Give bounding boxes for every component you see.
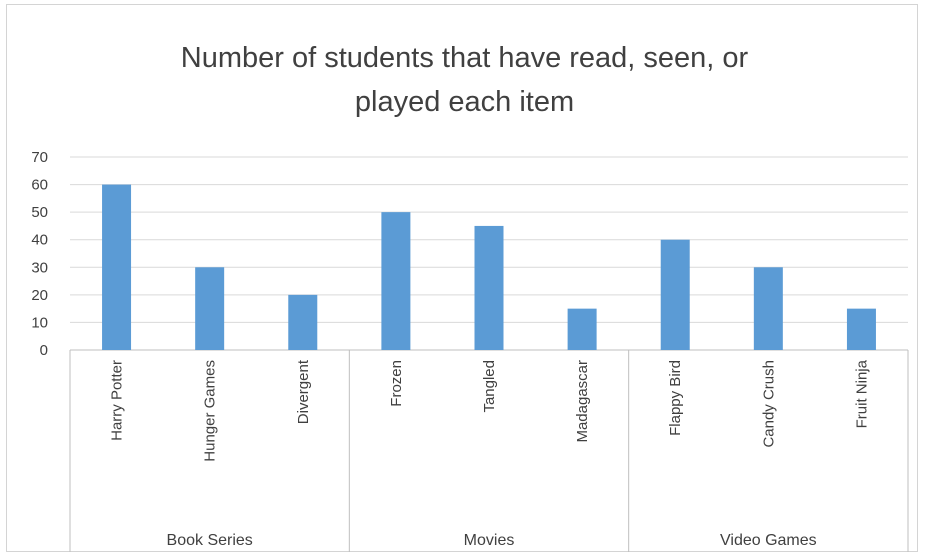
bar — [567, 308, 597, 350]
y-tick-label: 30 — [31, 259, 48, 276]
bar — [753, 267, 783, 350]
chart-title-line-2: played each item — [354, 86, 575, 118]
x-category-label: Madagascar — [574, 360, 591, 443]
x-category-label: Hunger Games — [202, 360, 219, 462]
group-label: Movies — [464, 532, 515, 549]
x-category-label: Fruit Ninja — [853, 359, 870, 428]
bar — [381, 212, 411, 350]
y-tick-label: 60 — [31, 177, 48, 194]
y-tick-label: 10 — [31, 314, 48, 331]
x-category-label: Tangled — [481, 360, 498, 413]
y-tick-label: 0 — [40, 342, 48, 359]
bar — [846, 308, 876, 350]
x-category-label: Flappy Bird — [667, 360, 684, 436]
bar — [102, 184, 132, 350]
chart-title-line-1: Number of students that have read, seen,… — [180, 42, 749, 74]
x-category-label: Harry Potter — [109, 360, 126, 441]
group-label: Book Series — [167, 532, 253, 549]
group-label: Video Games — [720, 532, 817, 549]
y-tick-label: 40 — [31, 232, 48, 249]
bar — [660, 239, 690, 350]
chart-title: Number of students that have read, seen,… — [0, 36, 929, 124]
bar — [195, 267, 225, 350]
bar — [288, 294, 318, 350]
x-category-label: Frozen — [388, 360, 405, 407]
x-category-label: Candy Crush — [760, 360, 777, 448]
bar — [474, 225, 504, 350]
y-tick-label: 50 — [31, 204, 48, 221]
x-category-label: Divergent — [295, 359, 312, 424]
y-tick-label: 20 — [31, 287, 48, 304]
y-tick-label: 70 — [31, 149, 48, 166]
